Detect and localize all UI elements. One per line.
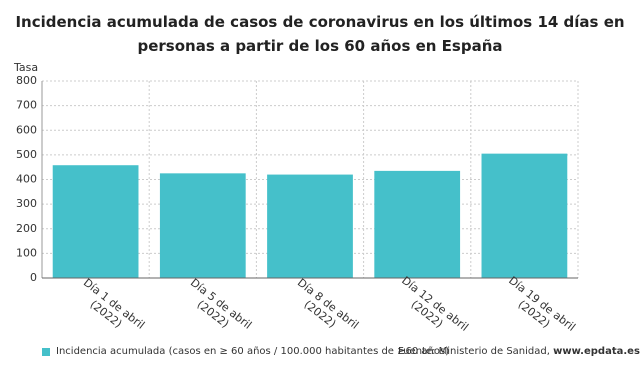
y-tick-label: 100	[16, 246, 37, 259]
bar	[481, 153, 568, 278]
legend-label: Incidencia acumulada (casos en ≥ 60 años…	[56, 346, 450, 357]
y-tick-label: 0	[30, 271, 37, 284]
source-site: www.epdata.es	[553, 346, 640, 357]
legend: Incidencia acumulada (casos en ≥ 60 años…	[42, 346, 449, 357]
y-tick-label: 700	[16, 99, 37, 112]
source: Fuente: Ministerio de Sanidad, www.epdat…	[398, 346, 640, 357]
bar	[374, 170, 461, 278]
bar	[52, 165, 139, 278]
y-tick-label: 400	[16, 173, 37, 186]
y-tick-label: 800	[16, 74, 37, 87]
y-tick-label: 500	[16, 148, 37, 161]
y-tick-label: 600	[16, 123, 37, 136]
bar	[159, 173, 246, 278]
legend-swatch	[42, 347, 50, 356]
y-tick-label: 300	[16, 197, 37, 210]
y-tick-label: 200	[16, 222, 37, 235]
y-axis-label: Tasa	[13, 61, 38, 74]
source-text: Fuente: Ministerio de Sanidad,	[398, 346, 550, 357]
chart-title: Incidencia acumulada de casos de coronav…	[15, 13, 625, 55]
bar	[267, 174, 353, 278]
